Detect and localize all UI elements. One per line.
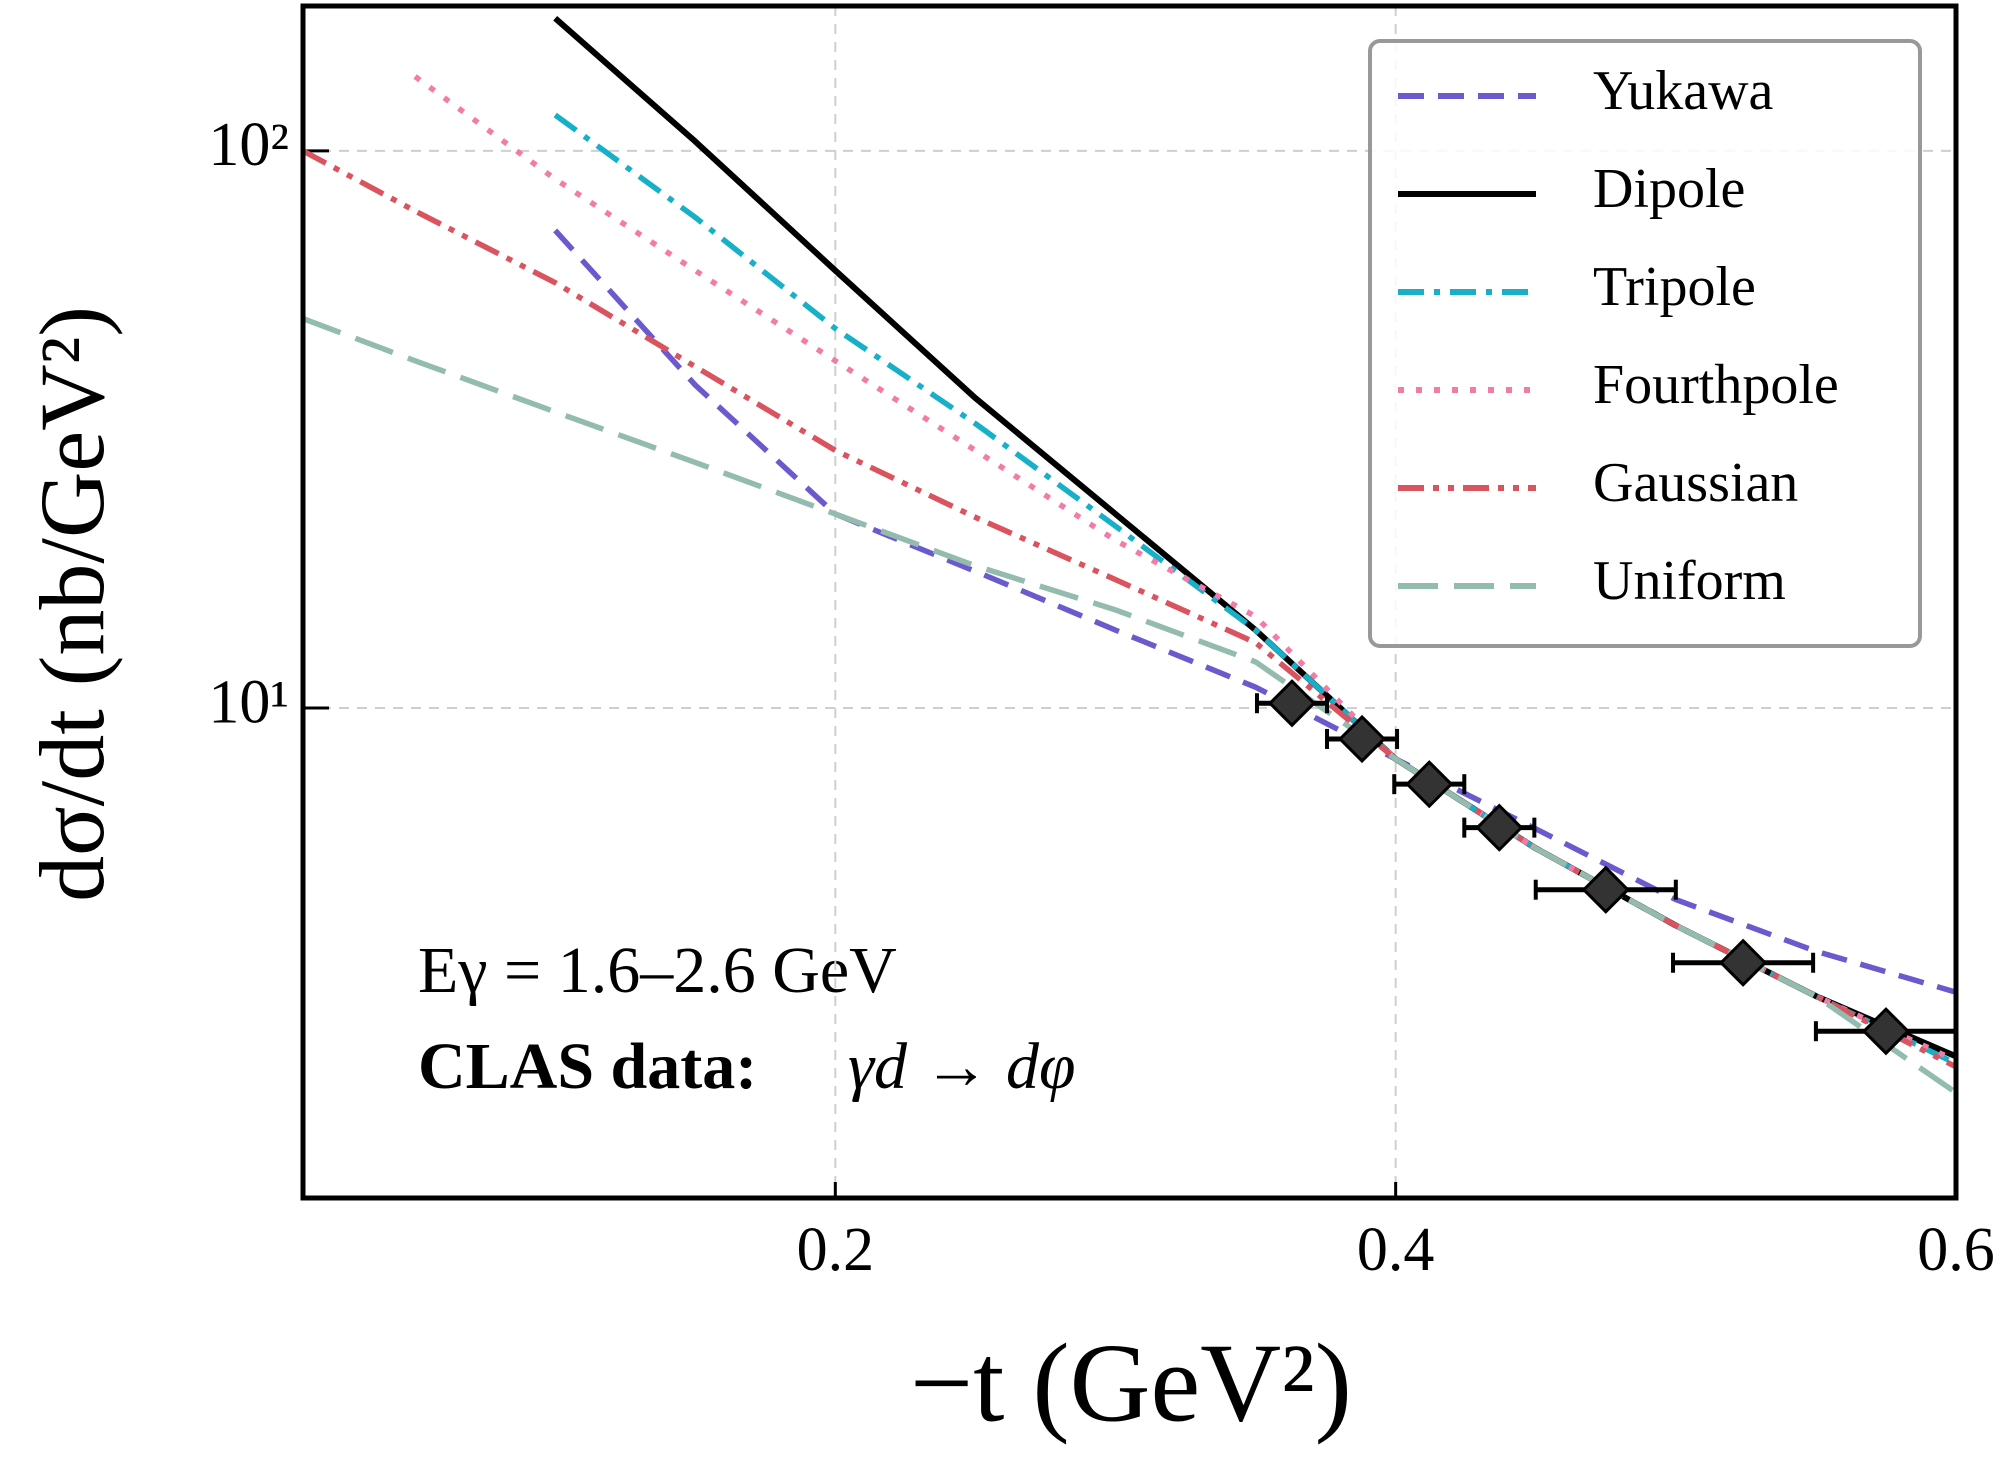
legend-label: Dipole (1593, 158, 1745, 220)
legend-label: Gaussian (1593, 452, 1798, 514)
data-point (1405, 760, 1454, 809)
x-tick-label: 0.2 (797, 1216, 875, 1284)
y-tick-label: 10² (208, 111, 289, 179)
plot-frame (300, 3, 1959, 1201)
annotation: γd → dφ (848, 1030, 1076, 1103)
plot-area (303, 16, 1956, 1095)
x-tick-label: 0.6 (1917, 1216, 1995, 1284)
series-line (303, 148, 1956, 1070)
y-axis-label: dσ/dt (nb/GeV²) (21, 306, 123, 902)
x-tick-label: 0.4 (1357, 1216, 1435, 1284)
data-point (1267, 679, 1317, 728)
annotation: CLAS data: (418, 1030, 757, 1103)
data-point (1337, 714, 1387, 764)
y-tick-label: 10¹ (208, 668, 289, 736)
data-point (1475, 803, 1524, 852)
legend-label: Fourthpole (1593, 354, 1839, 416)
data-point (1718, 938, 1768, 987)
legend-label: Uniform (1593, 550, 1786, 612)
series-line (553, 228, 1956, 995)
legend-label: Yukawa (1593, 60, 1774, 122)
annotation: Eγ = 1.6–2.6 GeV (418, 934, 897, 1007)
x-axis-label: −t (GeV²) (910, 1322, 1352, 1446)
series-line (303, 316, 1956, 1095)
legend-label: Tripole (1593, 256, 1756, 318)
series-line (553, 112, 1956, 1067)
data-point (1861, 1007, 1911, 1056)
data-point (1581, 865, 1630, 914)
